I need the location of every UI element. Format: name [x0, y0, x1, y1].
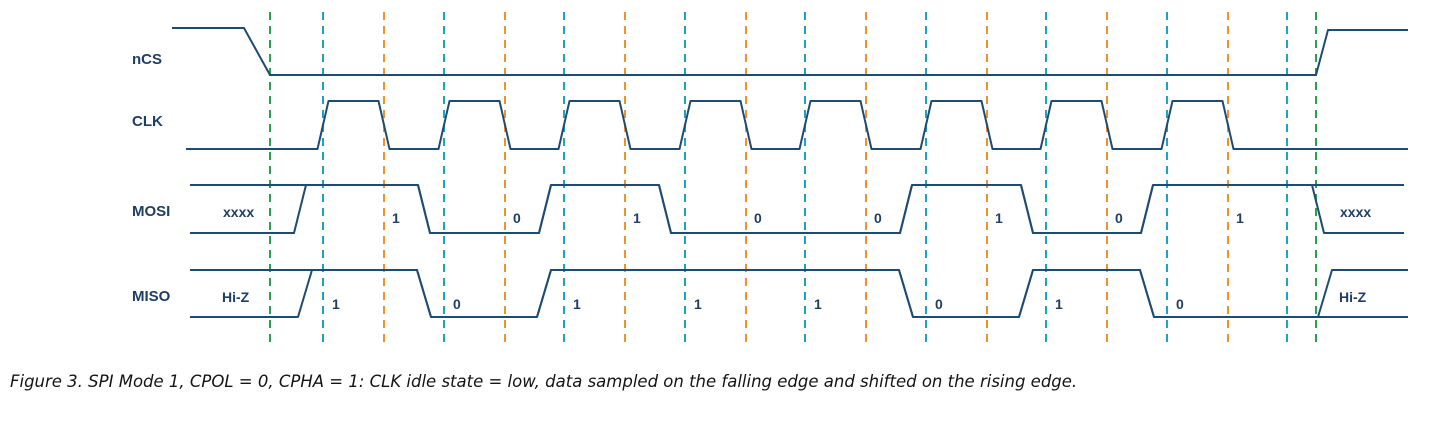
- miso-bit-label: 1: [573, 296, 581, 312]
- edge-marker-lines: [269, 12, 1317, 346]
- mosi-label: MOSI: [132, 203, 170, 220]
- mosi-waveform-lower: [190, 184, 1404, 234]
- signal-labels: nCS CLK MOSI MISO xxxx xxxx Hi-Z Hi-Z: [132, 51, 1371, 305]
- mosi-waveform-upper: [190, 184, 1404, 234]
- bit-value-labels: 1 0 1 0 0 1 0 1 1 0 1 1 1 0 1 0: [332, 210, 1244, 312]
- mosi-bit-label: 0: [513, 210, 521, 226]
- clk-label: CLK: [132, 113, 163, 130]
- spi-timing-diagram: nCS CLK MOSI MISO xxxx xxxx Hi-Z Hi-Z 1 0…: [132, 12, 1408, 346]
- miso-bit-label: 1: [814, 296, 822, 312]
- mosi-bit-label: 0: [874, 210, 882, 226]
- mosi-bit-label: 1: [1236, 210, 1244, 226]
- miso-label: MISO: [132, 288, 171, 305]
- miso-bit-label: 1: [1055, 296, 1063, 312]
- ncs-waveform: [172, 27, 1408, 76]
- mosi-bit-label: 0: [1115, 210, 1123, 226]
- miso-waveform-upper: [190, 269, 1408, 318]
- mosi-bit-label: 1: [633, 210, 641, 226]
- mosi-idle-after: xxxx: [1340, 204, 1371, 220]
- miso-bit-label: 1: [694, 296, 702, 312]
- miso-waveform-lower: [190, 269, 1408, 318]
- ncs-label: nCS: [132, 51, 162, 68]
- miso-bit-label: 0: [935, 296, 943, 312]
- miso-bit-label: 0: [1176, 296, 1184, 312]
- waveforms: [172, 27, 1408, 318]
- miso-idle-after: Hi-Z: [1339, 289, 1367, 305]
- figure-caption: Figure 3. SPI Mode 1, CPOL = 0, CPHA = 1…: [10, 372, 1078, 391]
- miso-bit-label: 1: [332, 296, 340, 312]
- miso-bit-label: 0: [453, 296, 461, 312]
- mosi-bit-label: 1: [392, 210, 400, 226]
- mosi-bit-label: 0: [754, 210, 762, 226]
- mosi-idle-before: xxxx: [223, 204, 254, 220]
- miso-idle-before: Hi-Z: [222, 289, 250, 305]
- clk-waveform: [186, 100, 1408, 150]
- mosi-bit-label: 1: [995, 210, 1003, 226]
